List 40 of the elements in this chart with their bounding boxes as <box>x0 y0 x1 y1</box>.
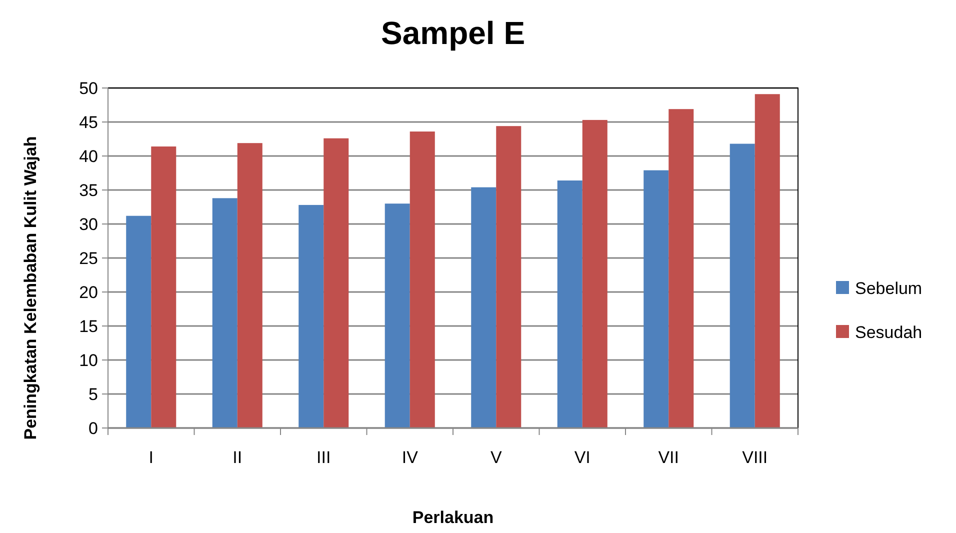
x-tick-label: VII <box>658 448 680 467</box>
y-axis-title: Peningkatan Kelembaban Kulit Wajah <box>21 136 40 440</box>
bar <box>151 146 176 428</box>
bar <box>237 143 262 428</box>
x-tick-label: VIII <box>742 448 768 467</box>
x-tick-label: VI <box>574 448 590 467</box>
y-tick-label: 30 <box>79 214 98 234</box>
bar <box>582 120 608 428</box>
y-tick-label: 0 <box>88 418 98 438</box>
bar <box>754 94 780 428</box>
x-tick-label: V <box>490 448 502 467</box>
legend-label: Sesudah <box>855 322 922 342</box>
x-tick-label: III <box>316 448 331 467</box>
bar <box>410 132 435 428</box>
bar <box>324 138 349 428</box>
bar <box>644 170 669 428</box>
x-tick-label: IV <box>402 448 419 467</box>
y-tick-label: 35 <box>79 180 98 200</box>
bar <box>212 198 238 428</box>
bar <box>496 126 522 428</box>
y-tick-label: 15 <box>79 316 98 336</box>
y-tick-label: 50 <box>79 78 98 98</box>
y-tick-label: 20 <box>79 282 98 302</box>
legend-label: Sebelum <box>855 278 922 298</box>
chart-title: Sampel E <box>380 15 526 51</box>
bar <box>471 187 496 428</box>
bar <box>730 144 755 428</box>
bar <box>557 180 582 428</box>
y-tick-label: 10 <box>79 350 98 370</box>
y-tick-label: 5 <box>88 384 98 404</box>
y-tick-label: 25 <box>79 248 98 268</box>
bar <box>384 204 410 428</box>
y-tick-label: 45 <box>79 112 98 132</box>
x-tick-label: II <box>232 448 242 467</box>
bar <box>668 109 694 428</box>
x-tick-label: I <box>148 448 154 467</box>
bar <box>298 204 324 428</box>
x-axis-title: Perlakuan <box>412 508 494 527</box>
bar <box>126 216 152 428</box>
y-tick-label: 40 <box>79 146 98 166</box>
